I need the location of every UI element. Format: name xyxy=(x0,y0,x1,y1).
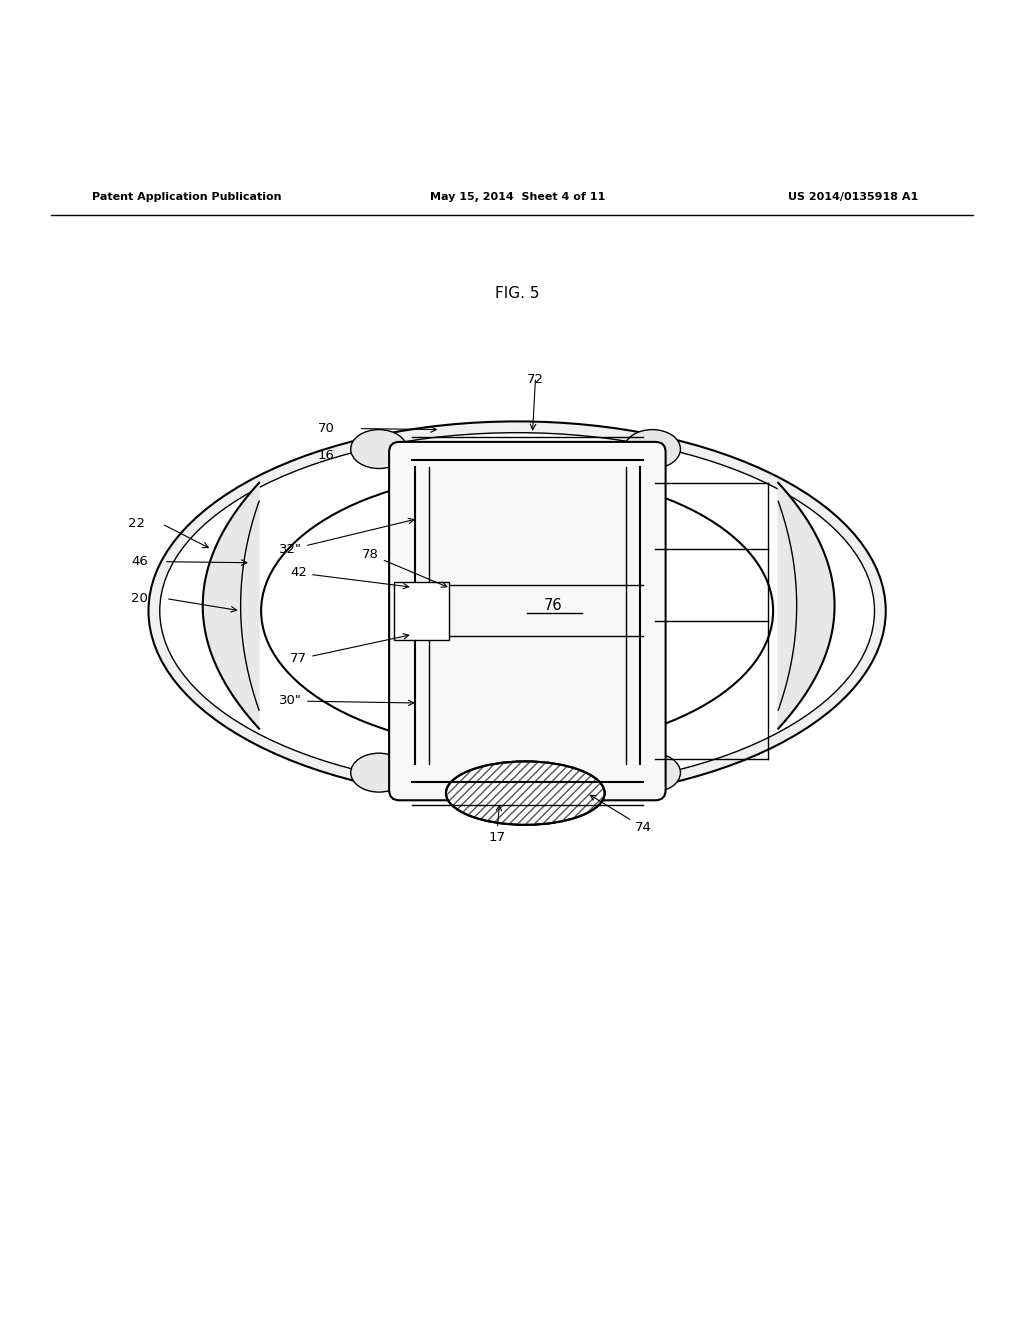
FancyBboxPatch shape xyxy=(389,442,666,800)
Text: 76: 76 xyxy=(544,598,562,614)
Text: 22: 22 xyxy=(128,517,145,531)
Ellipse shape xyxy=(625,754,680,792)
Ellipse shape xyxy=(160,433,874,789)
Ellipse shape xyxy=(148,421,886,800)
Ellipse shape xyxy=(446,762,604,825)
Text: 78: 78 xyxy=(362,548,446,587)
Text: Patent Application Publication: Patent Application Publication xyxy=(92,193,282,202)
Text: US 2014/0135918 A1: US 2014/0135918 A1 xyxy=(788,193,919,202)
Text: 72: 72 xyxy=(527,374,544,387)
Polygon shape xyxy=(778,483,835,729)
Text: FIG. 5: FIG. 5 xyxy=(495,286,540,301)
Text: 16: 16 xyxy=(318,449,335,462)
Text: 17: 17 xyxy=(488,805,505,845)
Ellipse shape xyxy=(350,754,408,792)
Text: 77: 77 xyxy=(290,634,409,665)
Ellipse shape xyxy=(350,429,408,469)
Text: 20': 20' xyxy=(131,593,152,605)
Text: 32": 32" xyxy=(280,519,414,556)
Bar xyxy=(394,582,449,639)
Text: 70: 70 xyxy=(318,422,335,436)
Polygon shape xyxy=(203,483,259,729)
Ellipse shape xyxy=(625,429,680,469)
Text: 46: 46 xyxy=(132,556,148,568)
Text: 42: 42 xyxy=(291,566,409,589)
Text: May 15, 2014  Sheet 4 of 11: May 15, 2014 Sheet 4 of 11 xyxy=(430,193,605,202)
Text: 30": 30" xyxy=(280,694,414,708)
Text: 74: 74 xyxy=(590,795,651,834)
